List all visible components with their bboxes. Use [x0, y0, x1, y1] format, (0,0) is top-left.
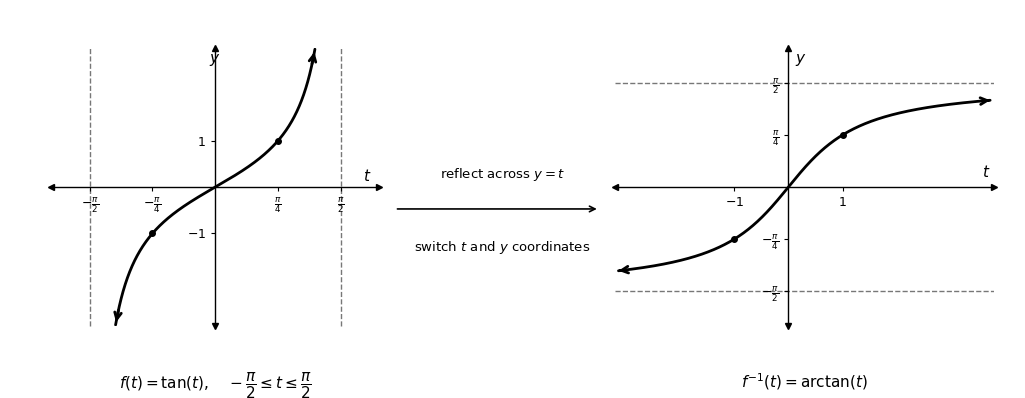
Text: $y$: $y$ [794, 52, 806, 68]
Text: $t$: $t$ [363, 168, 371, 184]
Text: $f^{-1}(t) = \arctan(t)$: $f^{-1}(t) = \arctan(t)$ [741, 371, 868, 392]
Text: reflect across $y = t$: reflect across $y = t$ [440, 166, 565, 183]
Text: switch $t$ and $y$ coordinates: switch $t$ and $y$ coordinates [414, 239, 590, 256]
Text: $y$: $y$ [209, 52, 220, 68]
Text: $t$: $t$ [982, 164, 990, 180]
Text: $f(t) = \tan(t), \quad -\dfrac{\pi}{2} \leq t \leq \dfrac{\pi}{2}$: $f(t) = \tan(t), \quad -\dfrac{\pi}{2} \… [119, 371, 312, 398]
